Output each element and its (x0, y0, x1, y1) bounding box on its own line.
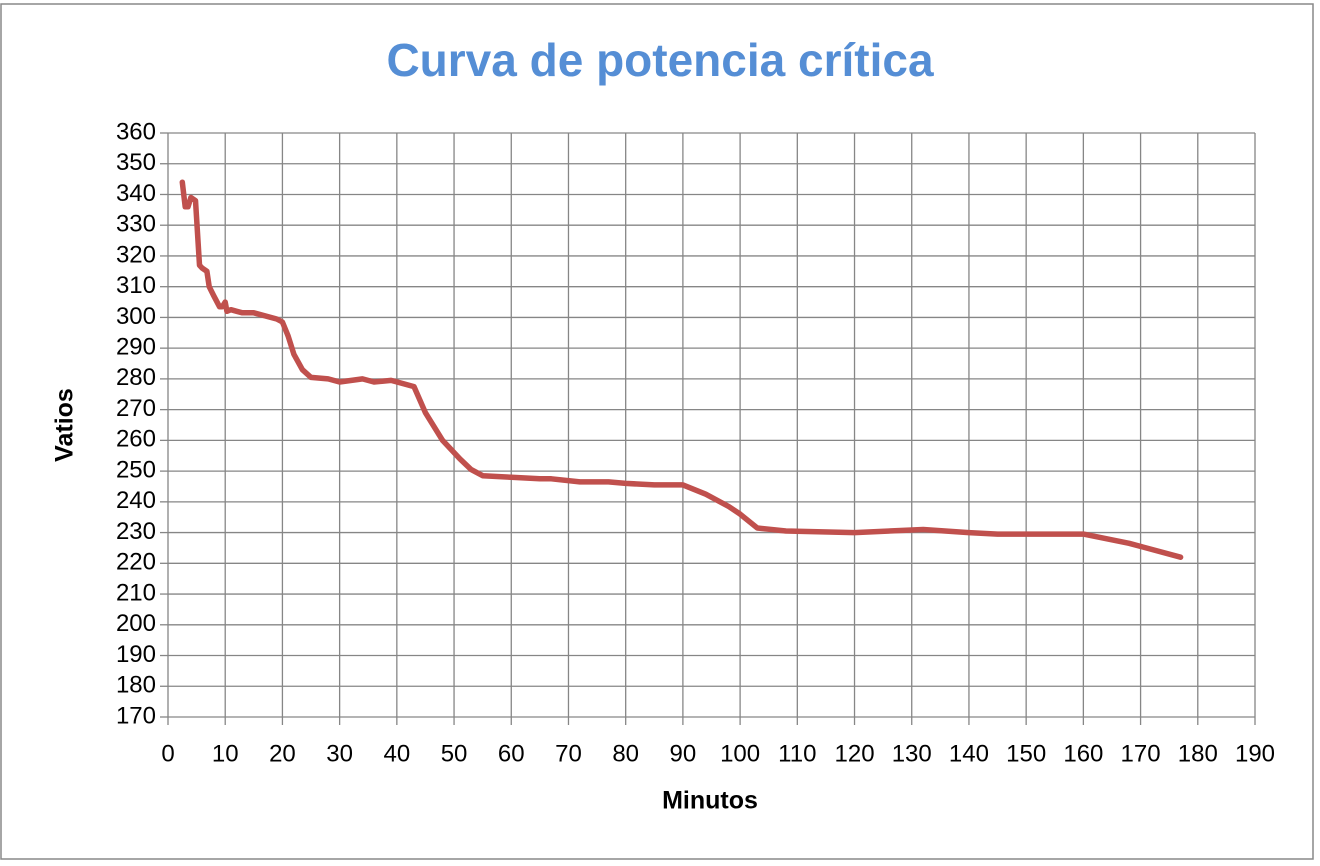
y-tick-label: 200 (116, 610, 156, 637)
y-tick-label: 240 (116, 487, 156, 514)
x-tick-label: 130 (892, 740, 932, 767)
x-tick-label: 30 (326, 740, 353, 767)
x-tick-label: 80 (612, 740, 639, 767)
y-tick-label: 340 (116, 180, 156, 207)
y-tick-label: 230 (116, 518, 156, 545)
x-tick-label: 100 (720, 740, 760, 767)
y-tick-label: 300 (116, 303, 156, 330)
x-tick-label: 0 (161, 740, 174, 767)
x-tick-label: 120 (835, 740, 875, 767)
x-tick-label: 180 (1178, 740, 1218, 767)
x-tick-label: 60 (498, 740, 525, 767)
chart-frame (0, 3, 1314, 860)
y-tick-label: 350 (116, 149, 156, 176)
y-tick-label: 330 (116, 211, 156, 238)
y-tick-label: 360 (116, 118, 156, 145)
x-tick-label: 170 (1121, 740, 1161, 767)
y-tick-label: 190 (116, 641, 156, 668)
y-tick-label: 280 (116, 364, 156, 391)
x-tick-label: 190 (1235, 740, 1275, 767)
chart-title: Curva de potencia crítica (386, 34, 933, 86)
x-tick-label: 110 (778, 740, 816, 767)
x-tick-label: 140 (949, 740, 989, 767)
y-tick-label: 170 (116, 702, 156, 729)
line (179, 179, 1184, 560)
y-tick-label: 180 (116, 672, 156, 699)
x-axis-label: Minutos (662, 787, 758, 815)
y-tick-label: 250 (116, 456, 156, 483)
y-axis-label: Vatios (51, 388, 79, 462)
y-tick-label: 270 (116, 395, 156, 422)
x-tick-label: 50 (441, 740, 468, 767)
x-tick-label: 20 (269, 740, 296, 767)
y-tick-label: 290 (116, 334, 156, 361)
x-tick-label: 70 (555, 740, 582, 767)
x-tick-label: 90 (670, 740, 697, 767)
y-tick-label: 260 (116, 426, 156, 453)
x-tick-label: 160 (1063, 740, 1103, 767)
y-tick-label: 310 (116, 272, 156, 299)
x-tick-label: 10 (212, 740, 239, 767)
x-tick-label: 150 (1006, 740, 1046, 767)
y-tick-label: 320 (116, 241, 156, 268)
y-tick-label: 220 (116, 549, 156, 576)
x-tick-label: 40 (383, 740, 410, 767)
y-tick-label: 210 (116, 579, 156, 606)
